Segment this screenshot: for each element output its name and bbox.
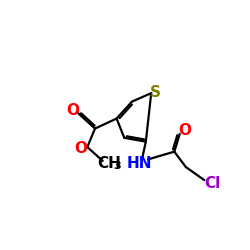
Text: Cl: Cl: [204, 176, 220, 191]
Text: O: O: [178, 123, 191, 138]
Text: O: O: [66, 103, 79, 118]
Text: S: S: [150, 85, 161, 100]
Text: CH: CH: [97, 156, 121, 171]
Text: HN: HN: [126, 156, 152, 171]
Text: 3: 3: [114, 161, 121, 171]
Text: O: O: [75, 141, 88, 156]
